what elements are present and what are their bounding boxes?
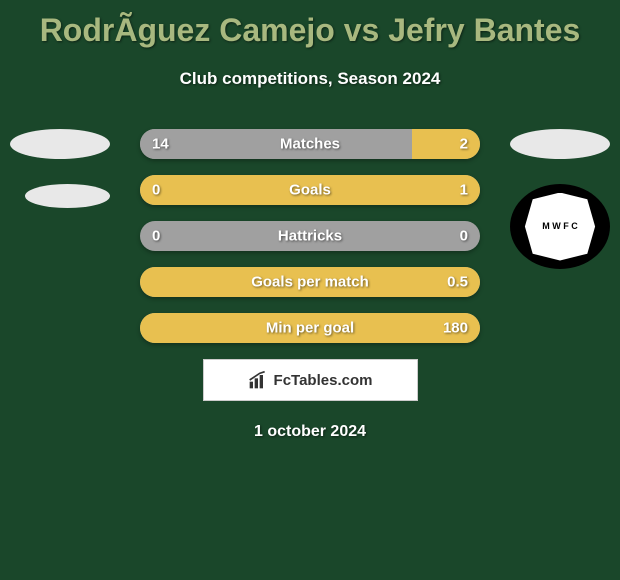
stat-value-right: 0.5 [447,274,468,291]
stat-row: Min per goal 180 [140,313,480,343]
stat-value-right: 1 [460,182,468,199]
stat-label: Hattricks [278,228,342,245]
stat-value-right: 2 [460,136,468,153]
stat-label: Min per goal [266,320,354,337]
stat-value-right: 0 [460,228,468,245]
right-player-avatars: M W F C [510,129,610,269]
stat-label: Goals [289,182,331,199]
brand-badge: FcTables.com [203,359,418,401]
chart-icon [248,370,268,390]
date-text: 1 october 2024 [0,423,620,441]
stat-row: 0 Hattricks 0 [140,221,480,251]
avatar-placeholder-small [25,184,110,208]
stat-label: Goals per match [251,274,369,291]
avatar-placeholder [10,129,110,159]
stat-value-left: 0 [152,228,160,245]
stats-bars: 14 Matches 2 0 Goals 1 0 Hattricks 0 Goals per ma… [140,129,480,343]
stat-row: 0 Goals 1 [140,175,480,205]
stat-value-left: 0 [152,182,160,199]
stat-label: Matches [280,136,340,153]
bar-left-fill [140,129,412,159]
stat-value-left: 14 [152,136,169,153]
stat-row: Goals per match 0.5 [140,267,480,297]
brand-text: FcTables.com [274,372,373,389]
avatar-placeholder [510,129,610,159]
content-area: M W F C 14 Matches 2 0 Goals 1 0 Hattricks 0 Goal… [0,129,620,441]
comparison-subtitle: Club competitions, Season 2024 [0,69,620,89]
club-badge-inner: M W F C [521,193,599,261]
comparison-title: RodrÃ­guez Camejo vs Jefry Bantes [0,0,620,49]
stat-value-right: 180 [443,320,468,337]
stat-row: 14 Matches 2 [140,129,480,159]
club-badge: M W F C [510,184,610,269]
club-badge-text: M W F C [542,222,578,232]
bar-right-fill [412,129,480,159]
left-player-avatars [10,129,110,233]
